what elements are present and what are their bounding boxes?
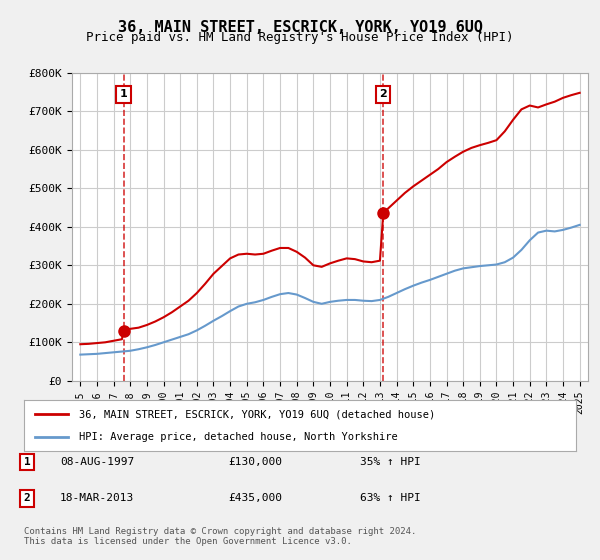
Text: 36, MAIN STREET, ESCRICK, YORK, YO19 6UQ (detached house): 36, MAIN STREET, ESCRICK, YORK, YO19 6UQ… <box>79 409 436 419</box>
Text: 18-MAR-2013: 18-MAR-2013 <box>60 493 134 503</box>
Text: 36, MAIN STREET, ESCRICK, YORK, YO19 6UQ: 36, MAIN STREET, ESCRICK, YORK, YO19 6UQ <box>118 20 482 35</box>
Text: £435,000: £435,000 <box>228 493 282 503</box>
Text: Contains HM Land Registry data © Crown copyright and database right 2024.
This d: Contains HM Land Registry data © Crown c… <box>24 526 416 546</box>
Text: Price paid vs. HM Land Registry's House Price Index (HPI): Price paid vs. HM Land Registry's House … <box>86 31 514 44</box>
Text: HPI: Average price, detached house, North Yorkshire: HPI: Average price, detached house, Nort… <box>79 432 398 442</box>
Text: 1: 1 <box>23 457 31 467</box>
Text: 2: 2 <box>23 493 31 503</box>
Text: 08-AUG-1997: 08-AUG-1997 <box>60 457 134 467</box>
Text: 63% ↑ HPI: 63% ↑ HPI <box>360 493 421 503</box>
Text: £130,000: £130,000 <box>228 457 282 467</box>
Text: 1: 1 <box>120 90 127 99</box>
Text: 2: 2 <box>379 90 387 99</box>
Text: 35% ↑ HPI: 35% ↑ HPI <box>360 457 421 467</box>
